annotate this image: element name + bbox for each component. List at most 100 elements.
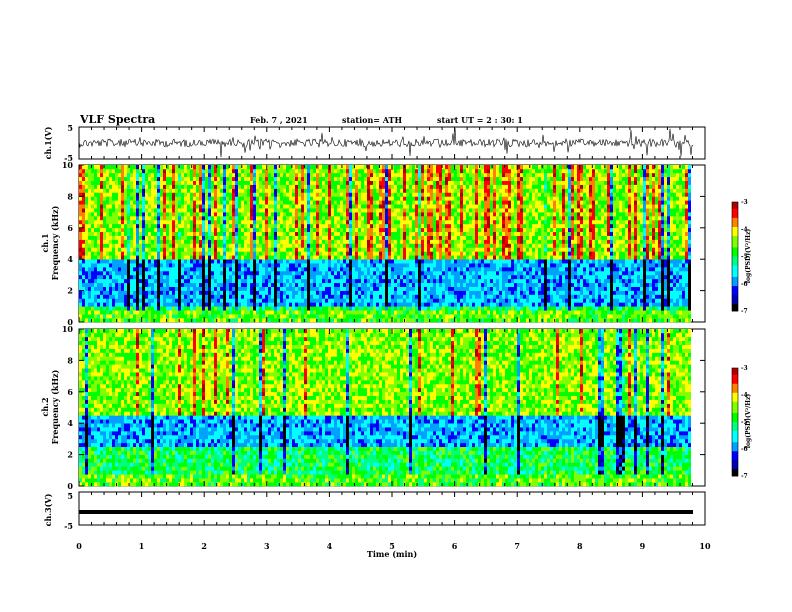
spectrogram-cell bbox=[265, 294, 268, 299]
spectrogram-cell bbox=[91, 278, 94, 284]
spectrogram-cell bbox=[85, 235, 88, 240]
spectrogram-cell bbox=[208, 219, 211, 225]
spectrogram-cell bbox=[418, 298, 421, 303]
spectrogram-cell bbox=[313, 184, 316, 189]
spectrogram-cell bbox=[415, 180, 418, 185]
spectrogram-cell bbox=[370, 196, 373, 201]
spectrogram-cell bbox=[379, 263, 382, 268]
spectrogram-cell bbox=[175, 247, 178, 252]
spectrogram-cell bbox=[274, 278, 277, 284]
spectrogram-cell bbox=[232, 314, 235, 319]
spectrogram-cell bbox=[439, 219, 442, 225]
spectrogram-cell bbox=[286, 259, 289, 264]
spectrogram-cell bbox=[172, 204, 175, 209]
spectrogram-cell bbox=[142, 212, 145, 217]
spectrogram-cell bbox=[82, 251, 85, 256]
spectrogram-cell bbox=[253, 290, 256, 295]
spectrogram-cell bbox=[124, 180, 127, 185]
spectrogram-cell bbox=[124, 294, 127, 299]
spectrogram-cell bbox=[406, 231, 409, 236]
spectrogram-cell bbox=[157, 172, 160, 178]
spectrogram-cell bbox=[376, 314, 379, 319]
spectrogram-cell bbox=[280, 216, 283, 221]
spectrogram-cell bbox=[178, 172, 181, 178]
spectrogram-cell bbox=[406, 168, 409, 174]
spectrogram-cell bbox=[94, 286, 97, 291]
spectrogram-cell bbox=[367, 282, 370, 287]
spectrogram-cell bbox=[112, 180, 115, 185]
spectrogram-cell bbox=[370, 204, 373, 209]
spectrogram-cell bbox=[169, 165, 172, 170]
spectrogram-cell bbox=[412, 306, 415, 311]
spectrogram-cell bbox=[385, 180, 388, 185]
spectrogram-cell bbox=[265, 270, 268, 276]
spectrogram-cell bbox=[349, 196, 352, 201]
spectrogram-cell bbox=[220, 188, 223, 193]
spectrogram-cell bbox=[190, 274, 193, 280]
spectrogram-cell bbox=[160, 290, 163, 295]
spectrogram-cell bbox=[325, 263, 328, 268]
spectrogram-cell bbox=[211, 188, 214, 193]
spectrogram-cell bbox=[340, 302, 343, 307]
spectrogram-cell bbox=[421, 259, 424, 264]
spectrogram-cell bbox=[391, 196, 394, 201]
spectrogram-cell bbox=[433, 318, 436, 323]
spectrogram-cell bbox=[124, 200, 127, 205]
spectrogram-cell bbox=[106, 255, 109, 260]
spectrogram-cell bbox=[412, 200, 415, 205]
spectrogram-cell bbox=[118, 298, 121, 303]
spectrogram-cell bbox=[166, 263, 169, 268]
spectrogram-cell bbox=[112, 255, 115, 260]
spectrogram-cell bbox=[133, 216, 136, 221]
spectrogram-cell bbox=[154, 192, 157, 197]
spectrogram-cell bbox=[85, 314, 88, 319]
spectrogram-cell bbox=[418, 270, 421, 276]
spectrogram-cell bbox=[226, 270, 229, 276]
spectrogram-cell bbox=[172, 176, 175, 181]
spectrogram-cell bbox=[352, 188, 355, 193]
spectrogram-cell bbox=[295, 294, 298, 299]
spectrogram-cell bbox=[199, 235, 202, 240]
spectrogram-cell bbox=[346, 267, 349, 272]
spectrogram-cell bbox=[217, 318, 220, 323]
spectrogram-cell bbox=[202, 306, 205, 311]
spectrogram-cell bbox=[88, 172, 91, 178]
spectrogram-cell bbox=[424, 270, 427, 276]
spectrogram-cell bbox=[139, 278, 142, 284]
spectrogram-cell bbox=[292, 294, 295, 299]
spectrogram-cell bbox=[295, 200, 298, 205]
spectrogram-cell bbox=[163, 290, 166, 295]
spectrogram-cell bbox=[295, 196, 298, 201]
spectrogram-cell bbox=[187, 243, 190, 248]
spectrogram-cell bbox=[223, 219, 226, 225]
spectrogram-cell bbox=[88, 184, 91, 189]
spectrogram-cell bbox=[163, 204, 166, 209]
spectrogram-cell bbox=[115, 227, 118, 233]
spectrogram-cell bbox=[283, 239, 286, 244]
spectrogram-cell bbox=[235, 318, 238, 323]
spectrogram-cell bbox=[265, 286, 268, 291]
spectrogram-cell bbox=[109, 251, 112, 256]
spectrogram-cell bbox=[178, 208, 181, 213]
spectrogram-cell bbox=[121, 235, 124, 240]
spectrogram-cell bbox=[79, 310, 82, 315]
spectrogram-cell bbox=[442, 168, 445, 174]
spectrogram-cell bbox=[115, 172, 118, 178]
spectrogram-cell bbox=[280, 219, 283, 225]
spectrogram-cell bbox=[85, 274, 88, 280]
spectrogram-cell bbox=[277, 168, 280, 174]
spectrogram-cell bbox=[421, 314, 424, 319]
spectrogram-cell bbox=[373, 259, 376, 264]
spectrogram-cell bbox=[307, 231, 310, 236]
spectrogram-cell bbox=[325, 290, 328, 295]
spectrogram-cell bbox=[85, 270, 88, 276]
spectrogram-cell bbox=[337, 290, 340, 295]
spectrogram-cell bbox=[436, 219, 439, 225]
spectrogram-cell bbox=[211, 274, 214, 280]
spectrogram-cell bbox=[394, 239, 397, 244]
spectrogram-cell bbox=[364, 172, 367, 178]
spectrogram-cell bbox=[442, 165, 445, 170]
spectrogram-cell bbox=[352, 204, 355, 209]
spectrogram-cell bbox=[370, 227, 373, 233]
spectrogram-cell bbox=[115, 294, 118, 299]
